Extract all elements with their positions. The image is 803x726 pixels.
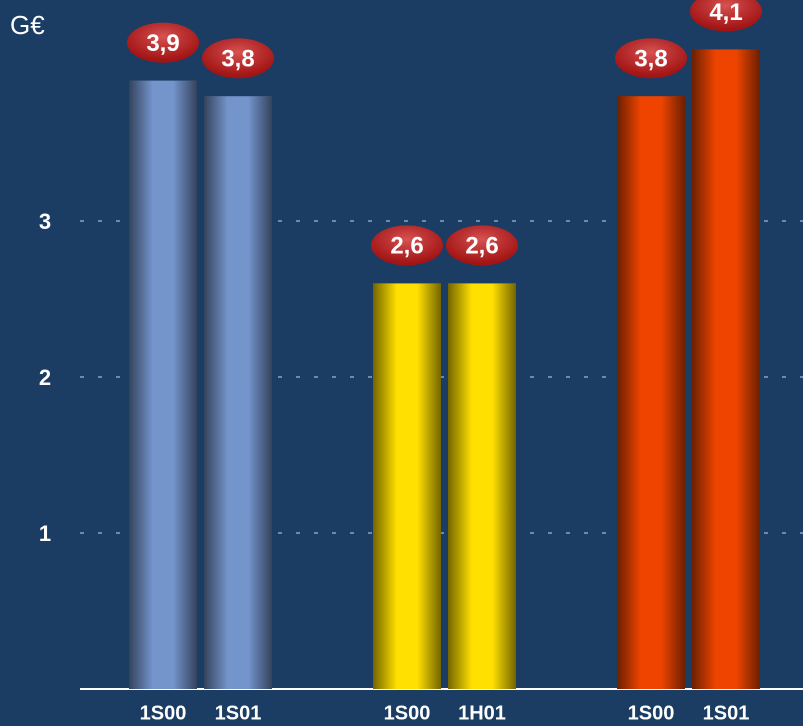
value-label-gloss [615,38,687,79]
bar-shade [129,80,197,690]
x-tick-label: 1S00 [628,702,675,724]
value-label-gloss [371,225,443,266]
bar-shade [448,283,516,689]
value-label: 4,1 [709,0,742,26]
y-tick-label: 3 [39,209,51,234]
x-tick-label: 1H01 [458,702,506,724]
value-label-gloss [690,0,762,32]
x-tick-label: 1S00 [140,702,187,724]
value-label: 3,8 [634,46,667,73]
x-tick-label: 1S01 [215,702,262,724]
bar-shade [617,96,685,689]
bar-shade [204,96,272,689]
value-label-gloss [446,225,518,266]
x-tick-label: 1S00 [384,702,431,724]
value-label-gloss [202,38,274,79]
value-label: 2,6 [465,233,498,260]
value-label: 3,8 [221,46,254,73]
y-axis-label: G€ [10,10,45,40]
x-tick-label: 1S01 [703,702,750,724]
value-label-gloss [127,22,199,63]
y-tick-label: 1 [39,521,51,546]
bar-shade [692,49,760,689]
value-label: 2,6 [390,233,423,260]
bar-shade [373,283,441,689]
y-tick-label: 2 [39,365,51,390]
value-label: 3,9 [146,30,179,57]
